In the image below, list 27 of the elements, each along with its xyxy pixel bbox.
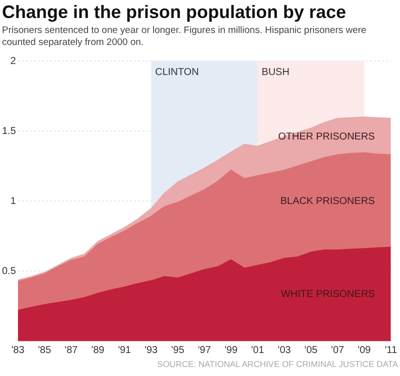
x-tick-label: '09	[358, 344, 372, 356]
series-label: BLACK PRISONERS	[280, 196, 376, 207]
chart-title: Change in the prison population by race	[2, 2, 348, 22]
x-tick-label: '07	[331, 344, 345, 356]
x-tick-label: '11	[384, 344, 398, 356]
x-tick-label: '03	[278, 344, 292, 356]
x-tick-label: '85	[38, 344, 52, 356]
x-tick-label: '91	[118, 344, 132, 356]
chart-subtitle: Prisoners sentenced to one year or longer. Figures in millions. Hispanic prisoners were counted separately from 2000 on.	[2, 25, 368, 49]
y-tick-label: 2	[10, 56, 16, 67]
y-tick-label: 0.5	[2, 266, 16, 277]
band-label: BUSH	[262, 66, 290, 78]
x-tick-label: '95	[171, 344, 185, 356]
x-tick-label: '83	[11, 344, 25, 356]
y-tick-label: 1	[10, 196, 16, 207]
x-tick-label: '01	[251, 344, 265, 356]
x-tick-label: '93	[144, 344, 158, 356]
x-tick-label: '05	[304, 344, 318, 356]
y-tick-label: 1.5	[2, 126, 16, 137]
series-label: WHITE PRISONERS	[280, 288, 376, 300]
x-tick-label: '99	[224, 344, 238, 356]
series-label: OTHER PRISONERS	[278, 131, 376, 142]
band-label: CLINTON	[155, 66, 199, 78]
x-tick-label: '89	[91, 344, 105, 356]
source-note: SOURCE: NATIONAL ARCHIVE OF CRIMINAL JUSTICE DATA	[156, 359, 398, 369]
x-tick-label: '97	[198, 344, 212, 356]
x-tick-label: '87	[64, 344, 78, 356]
